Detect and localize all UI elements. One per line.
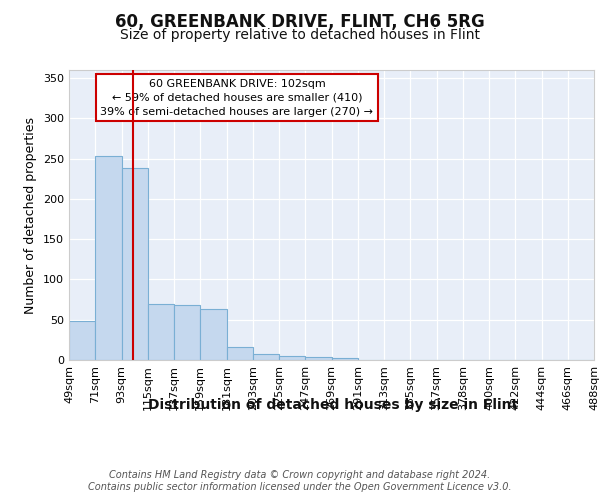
Bar [279, 356, 305, 360]
Bar [305, 357, 331, 360]
Text: Distribution of detached houses by size in Flint: Distribution of detached houses by size … [148, 398, 518, 411]
Bar [200, 309, 227, 360]
Bar [148, 304, 174, 360]
Text: Contains HM Land Registry data © Crown copyright and database right 2024.
Contai: Contains HM Land Registry data © Crown c… [88, 470, 512, 492]
Bar [95, 156, 121, 360]
Text: 60, GREENBANK DRIVE, FLINT, CH6 5RG: 60, GREENBANK DRIVE, FLINT, CH6 5RG [115, 12, 485, 30]
Bar [121, 168, 148, 360]
Bar [227, 347, 253, 360]
Bar [331, 358, 358, 360]
Bar [69, 320, 95, 360]
Text: 60 GREENBANK DRIVE: 102sqm
← 59% of detached houses are smaller (410)
39% of sem: 60 GREENBANK DRIVE: 102sqm ← 59% of deta… [101, 78, 373, 116]
Bar [253, 354, 279, 360]
Text: Size of property relative to detached houses in Flint: Size of property relative to detached ho… [120, 28, 480, 42]
Bar [174, 305, 200, 360]
Y-axis label: Number of detached properties: Number of detached properties [25, 116, 37, 314]
